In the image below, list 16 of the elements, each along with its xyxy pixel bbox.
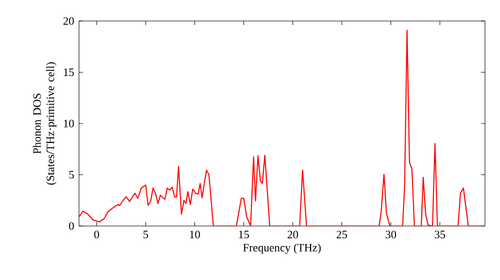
x-tick-label: 35 xyxy=(434,230,446,238)
x-tick-label: 20 xyxy=(288,230,298,238)
x-tick-label: 10 xyxy=(190,230,200,238)
x-tick-label: 15 xyxy=(239,230,249,238)
y-tick-label: 15 xyxy=(64,68,74,76)
line-series xyxy=(79,30,485,226)
x-tick-label: 5 xyxy=(144,230,148,238)
x-tick-label: 0 xyxy=(94,230,100,238)
x-tick-label: 30 xyxy=(386,230,396,238)
y-tick-label: 0 xyxy=(69,222,74,230)
x-axis-title: Frequency (THz) xyxy=(243,244,321,254)
x-tick-label: 25 xyxy=(336,230,348,238)
y-tick-label: 20 xyxy=(63,17,74,25)
y-tick-label: 10 xyxy=(64,120,74,128)
y-tick-label: 5 xyxy=(69,170,74,179)
y-axis-title: Phonon DOS (States/THz·primitive cell) xyxy=(32,62,56,185)
